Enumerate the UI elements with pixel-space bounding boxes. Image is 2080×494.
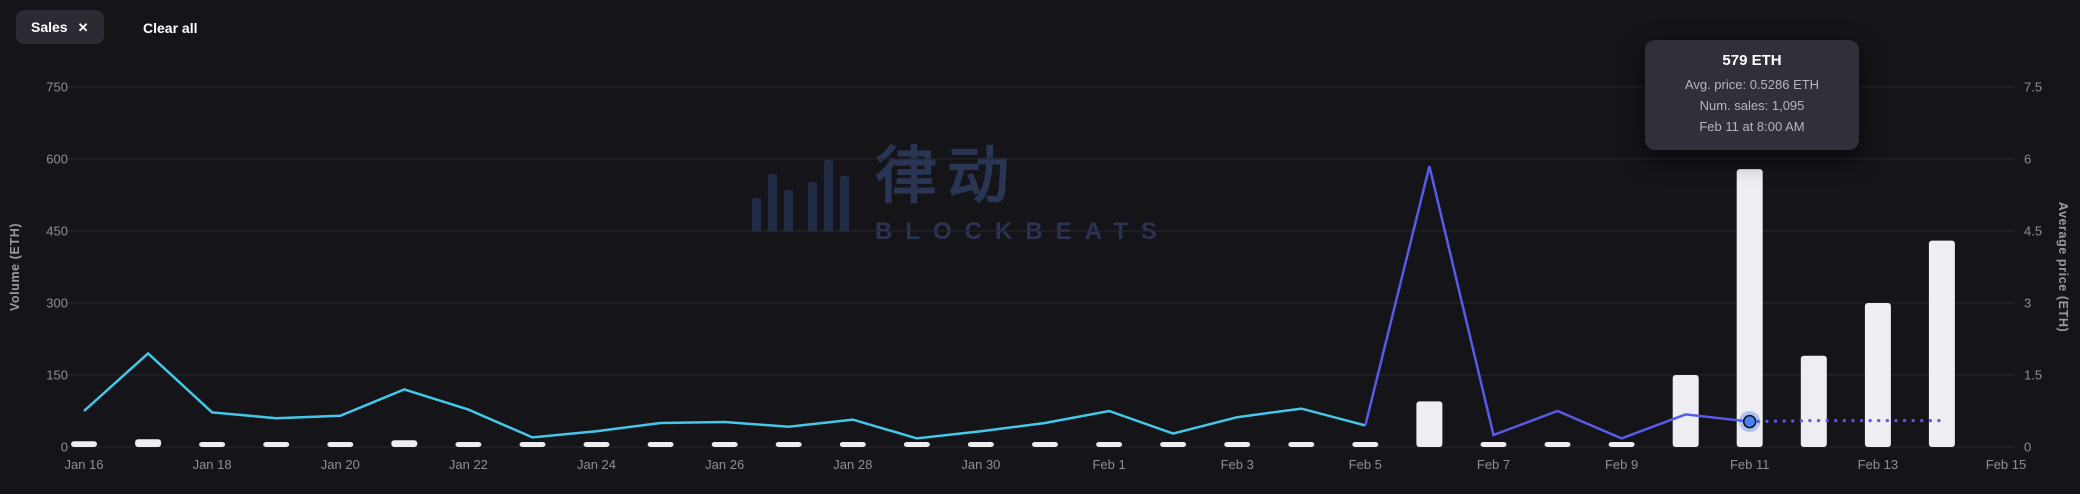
volume-bar[interactable] bbox=[327, 442, 354, 447]
filter-chip-sales[interactable]: Sales ✕ bbox=[16, 10, 104, 44]
left-axis-tick: 150 bbox=[46, 368, 68, 383]
x-axis-label: Jan 30 bbox=[961, 457, 1000, 472]
blockbeats-logo-icon bbox=[752, 160, 849, 232]
volume-bar[interactable] bbox=[1672, 375, 1699, 447]
tooltip-avg-price: Avg. price: 0.5286 ETH bbox=[1684, 77, 1820, 92]
volume-bar[interactable] bbox=[135, 439, 162, 447]
volume-bar[interactable] bbox=[1864, 303, 1891, 447]
volume-bar[interactable] bbox=[519, 442, 546, 447]
clear-all-button[interactable]: Clear all bbox=[143, 20, 198, 36]
right-axis-tick: 3 bbox=[2024, 296, 2031, 311]
volume-bar[interactable] bbox=[1608, 442, 1635, 447]
volume-bar[interactable] bbox=[775, 442, 802, 447]
close-icon[interactable]: ✕ bbox=[77, 19, 89, 35]
volume-bar[interactable] bbox=[1800, 355, 1827, 447]
tooltip-timestamp: Feb 11 at 8:00 AM bbox=[1699, 118, 1805, 134]
price-line-late[interactable] bbox=[1364, 165, 1750, 440]
left-axis-tick: 450 bbox=[46, 224, 68, 239]
volume-bar[interactable] bbox=[391, 440, 418, 447]
volume-bar[interactable] bbox=[263, 442, 290, 447]
x-axis-label: Feb 11 bbox=[1730, 457, 1770, 472]
price-line-early[interactable] bbox=[83, 351, 1366, 440]
volume-bar[interactable] bbox=[1544, 442, 1571, 447]
tooltip-volume: 579 ETH bbox=[1722, 52, 1782, 69]
right-axis-tick: 6 bbox=[2024, 152, 2031, 167]
volume-bar[interactable] bbox=[967, 442, 994, 447]
volume-bar[interactable] bbox=[839, 442, 866, 447]
tooltip-num-sales: Num. sales: 1,095 bbox=[1699, 97, 1805, 113]
volume-bar[interactable] bbox=[583, 442, 610, 447]
volume-bar[interactable] bbox=[1480, 442, 1507, 447]
x-axis-label: Jan 22 bbox=[449, 457, 488, 472]
x-axis-label: Jan 24 bbox=[577, 457, 616, 472]
x-axis-label: Feb 15 bbox=[1986, 457, 2026, 472]
left-axis-tick: 750 bbox=[46, 80, 68, 95]
x-axis-label: Jan 26 bbox=[705, 457, 744, 472]
volume-bar[interactable] bbox=[1288, 442, 1315, 447]
x-axis-label: Jan 18 bbox=[193, 457, 232, 472]
x-axis-label: Feb 3 bbox=[1221, 457, 1254, 472]
volume-bar[interactable] bbox=[1096, 442, 1123, 447]
volume-bar[interactable] bbox=[1160, 442, 1187, 447]
right-axis-tick: 7.5 bbox=[2024, 80, 2042, 95]
x-axis-label: Feb 13 bbox=[1858, 457, 1898, 472]
x-axis-label: Feb 5 bbox=[1349, 457, 1382, 472]
chart-tooltip: 579 ETH Avg. price: 0.5286 ETH Num. sale… bbox=[1645, 40, 1859, 151]
right-axis-tick: 4.5 bbox=[2024, 224, 2042, 239]
x-axis-label: Feb 7 bbox=[1477, 457, 1510, 472]
price-line-projection[interactable] bbox=[1748, 419, 1944, 424]
x-axis-label: Feb 9 bbox=[1605, 457, 1638, 472]
volume-bar[interactable] bbox=[1928, 240, 1955, 447]
right-axis-title: Average price (ETH) bbox=[2056, 201, 2070, 332]
x-axis-label: Jan 16 bbox=[64, 457, 103, 472]
x-axis-label: Feb 1 bbox=[1092, 457, 1125, 472]
volume-bar[interactable] bbox=[1416, 401, 1443, 447]
volume-bar[interactable] bbox=[1224, 442, 1251, 447]
active-point[interactable] bbox=[1742, 414, 1757, 429]
volume-bar[interactable] bbox=[199, 442, 226, 447]
right-axis-tick: 1.5 bbox=[2024, 368, 2042, 383]
x-axis-label: Jan 28 bbox=[833, 457, 872, 472]
volume-bar[interactable] bbox=[455, 442, 482, 447]
volume-bar[interactable] bbox=[1352, 442, 1379, 447]
left-axis-tick: 300 bbox=[46, 296, 68, 311]
volume-bar[interactable] bbox=[1032, 442, 1058, 447]
x-axis-label: Jan 20 bbox=[321, 457, 360, 472]
volume-bar[interactable] bbox=[71, 441, 97, 447]
volume-bar[interactable] bbox=[647, 442, 674, 447]
left-axis-tick: 0 bbox=[61, 440, 68, 455]
watermark-cjk-text: 律动 bbox=[875, 142, 1020, 211]
left-axis-tick: 600 bbox=[46, 152, 68, 167]
volume-bar[interactable] bbox=[1736, 169, 1763, 447]
filter-chip-label: Sales bbox=[31, 19, 68, 35]
volume-bar[interactable] bbox=[711, 442, 738, 447]
volume-bar[interactable] bbox=[903, 442, 930, 447]
right-axis-tick: 0 bbox=[2024, 440, 2031, 455]
